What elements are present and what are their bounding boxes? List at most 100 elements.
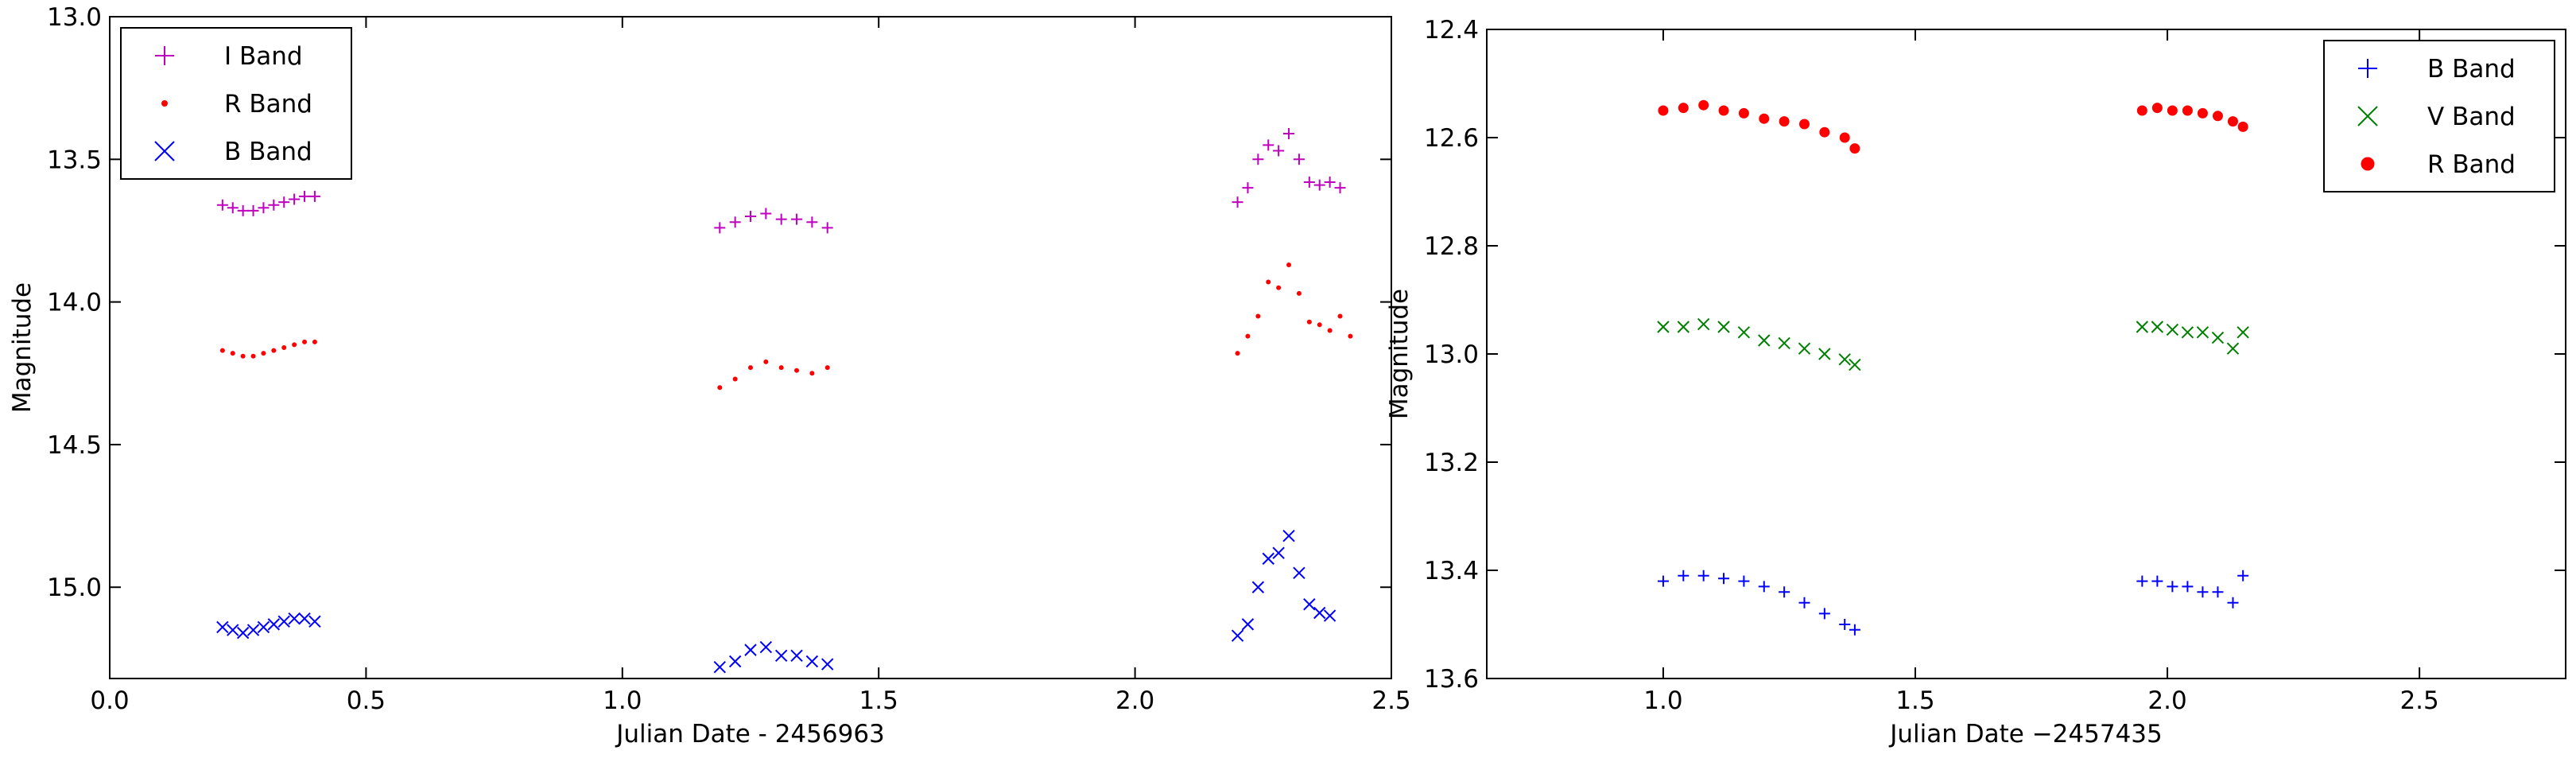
marker — [1242, 182, 1254, 194]
marker — [261, 351, 266, 356]
marker — [1658, 105, 1669, 116]
legend-marker — [2361, 157, 2375, 171]
marker — [268, 199, 280, 211]
marker — [1839, 132, 1850, 143]
marker — [312, 339, 317, 344]
marker — [2197, 107, 2208, 119]
marker — [271, 348, 277, 353]
marker — [240, 353, 246, 359]
marker — [236, 626, 250, 640]
y-tick-label: 13.5 — [47, 146, 102, 174]
y-tick-label: 12.6 — [1424, 124, 1479, 153]
marker — [794, 367, 800, 373]
legend-label: B Band — [2427, 55, 2516, 84]
marker — [1758, 581, 1770, 593]
legend-label: V Band — [2427, 103, 2516, 131]
legend-marker — [161, 100, 168, 107]
marker — [809, 371, 815, 376]
marker — [1324, 177, 1336, 188]
marker — [1738, 107, 1749, 119]
marker — [760, 208, 772, 220]
marker — [1317, 322, 1322, 328]
marker — [2151, 103, 2163, 114]
marker — [1252, 154, 1264, 165]
legend-box — [120, 27, 352, 180]
marker — [2212, 111, 2223, 122]
marker — [1717, 321, 1730, 333]
marker — [1313, 179, 1325, 191]
y-tick-label: 13.2 — [1424, 449, 1479, 477]
marker — [1262, 552, 1274, 566]
marker — [1293, 566, 1305, 580]
marker — [717, 385, 723, 391]
marker — [759, 640, 773, 654]
legend-marker — [2358, 59, 2377, 78]
marker — [2136, 321, 2149, 333]
marker — [2136, 575, 2148, 587]
legend-marker — [154, 141, 175, 161]
marker — [1303, 177, 1315, 188]
x-tick-label: 1.5 — [1895, 686, 1934, 715]
legend-marker — [2357, 106, 2378, 126]
marker — [246, 624, 260, 636]
marker — [1849, 624, 1860, 636]
marker — [728, 655, 742, 668]
marker — [216, 620, 229, 634]
y-tick-label: 12.4 — [1424, 16, 1479, 45]
marker — [2211, 331, 2225, 344]
marker — [2212, 586, 2224, 598]
x-tick-label: 0.0 — [90, 686, 129, 715]
marker — [219, 348, 225, 353]
marker — [1306, 319, 1312, 325]
marker — [1718, 573, 1730, 585]
marker — [1849, 358, 1861, 371]
y-tick-label: 13.4 — [1424, 557, 1479, 585]
marker — [1231, 629, 1244, 642]
legend-marker — [155, 46, 174, 65]
marker — [1296, 290, 1302, 296]
marker — [298, 612, 311, 625]
marker — [257, 620, 270, 634]
x-tick-label: 1.5 — [859, 686, 898, 715]
marker — [1818, 348, 1831, 360]
marker — [2182, 105, 2193, 116]
marker — [1245, 333, 1251, 339]
marker — [1235, 351, 1240, 356]
marker — [1678, 570, 1690, 581]
legend-label: R Band — [2427, 150, 2516, 179]
marker — [1677, 321, 1690, 333]
x-tick-label: 0.5 — [347, 686, 386, 715]
x-axis-label: Julian Date - 2456963 — [615, 720, 885, 749]
marker — [732, 376, 738, 382]
marker — [1263, 139, 1274, 151]
marker — [745, 211, 756, 223]
marker — [1849, 143, 1860, 154]
y-axis-label: Magnitude — [1385, 289, 1414, 419]
x-tick-label: 1.0 — [1643, 686, 1682, 715]
marker — [1272, 546, 1285, 559]
marker — [1251, 581, 1265, 593]
marker — [1779, 116, 1790, 127]
marker — [1334, 182, 1346, 194]
marker — [744, 644, 757, 656]
marker — [713, 660, 727, 674]
marker — [1327, 328, 1333, 333]
marker — [281, 345, 287, 350]
plot-frame — [109, 16, 1392, 679]
marker — [1779, 586, 1790, 598]
marker — [748, 365, 753, 371]
x-axis-label: Julian Date −2457435 — [1888, 720, 2163, 749]
marker — [227, 624, 239, 636]
marker — [775, 213, 787, 225]
marker — [1232, 196, 1243, 208]
marker — [1678, 103, 1689, 114]
marker — [302, 339, 308, 344]
marker — [1738, 575, 1750, 587]
marker — [1657, 321, 1670, 333]
marker — [821, 658, 834, 671]
marker — [1255, 313, 1261, 319]
marker — [2237, 121, 2248, 132]
marker — [308, 190, 320, 202]
marker — [1819, 126, 1830, 138]
marker — [2237, 326, 2249, 339]
